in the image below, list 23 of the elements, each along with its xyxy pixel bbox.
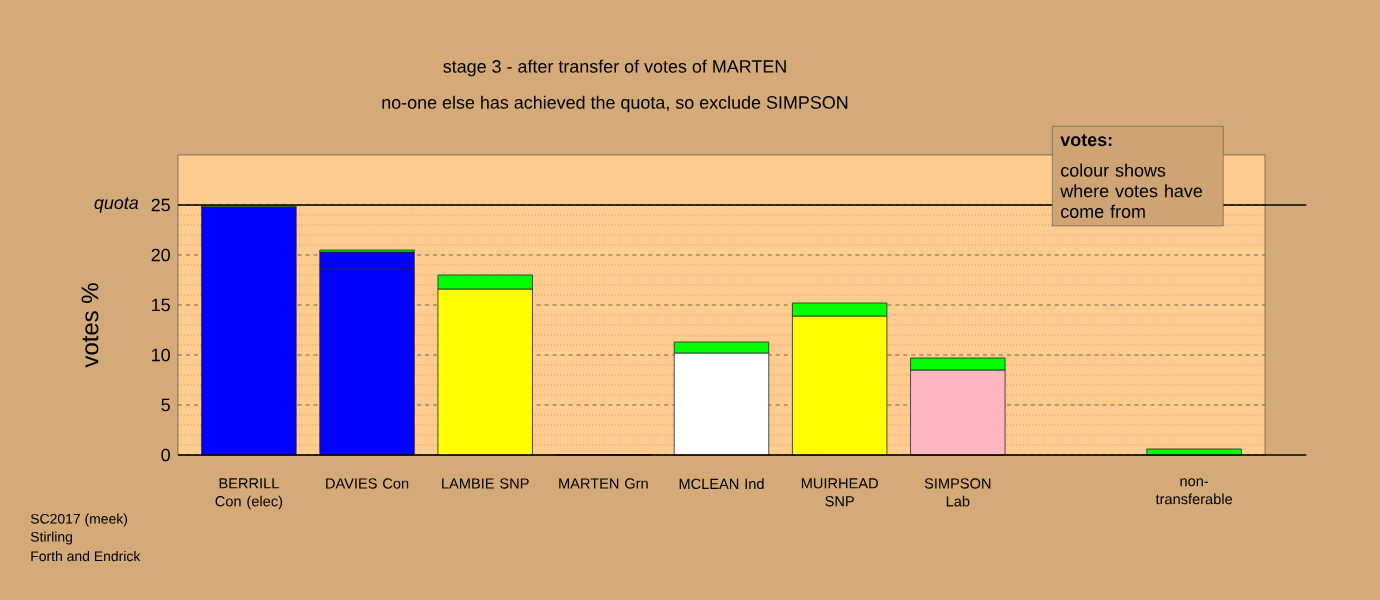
text: votes: <box>1060 134 1112 147</box>
y-tick-label: 10 <box>152 348 170 362</box>
y-tick-label: 5 <box>161 398 170 412</box>
ref-line-label: quota <box>94 197 139 213</box>
text: Forth and Endrick <box>31 550 141 562</box>
y-tick-label: 15 <box>152 298 170 312</box>
x-tick-label: DAVIES Con <box>326 478 409 489</box>
x-tick-label: MCLEAN Ind <box>679 478 764 490</box>
y-axis-title: votes % <box>81 283 99 368</box>
x-tick-label: non-transferable <box>1155 478 1233 505</box>
chart-title: stage 3 - after transfer of votes of MARTEN <box>443 59 786 77</box>
chart-subtitle: no-one else has achieved the quota, so exclude SIMPSON <box>382 95 848 113</box>
annotation: colour shows where votes have come from <box>1060 163 1203 218</box>
y-tick-label: 0 <box>161 448 170 462</box>
x-tick-label: SIMPSON Lab <box>924 478 991 507</box>
x-tick-label: MARTEN Grn <box>559 478 648 489</box>
y-tick-label: 25 <box>151 198 170 212</box>
x-tick-label: MUIRHEAD SNP <box>801 478 878 507</box>
x-tick-label: BERRILL Con (elec) <box>215 478 283 510</box>
text: Stirling <box>30 531 72 545</box>
y-tick-label: 20 <box>151 248 170 262</box>
x-tick-label: LAMBIE SNP <box>442 478 529 489</box>
text: SC2017 (meek) <box>30 513 128 527</box>
